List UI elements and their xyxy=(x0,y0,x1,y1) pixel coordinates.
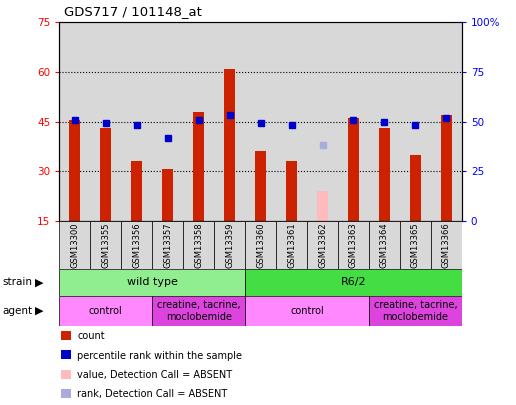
Text: ▶: ▶ xyxy=(35,306,43,316)
Bar xyxy=(61,331,71,340)
Bar xyxy=(317,191,328,221)
Text: GSM13360: GSM13360 xyxy=(256,222,265,268)
Bar xyxy=(152,221,183,269)
Bar xyxy=(194,112,204,221)
Bar xyxy=(152,22,183,221)
Bar xyxy=(61,389,71,398)
Text: GSM13363: GSM13363 xyxy=(349,222,358,268)
Text: agent: agent xyxy=(3,306,33,316)
Text: GSM13366: GSM13366 xyxy=(442,222,451,268)
Bar xyxy=(379,128,390,221)
Bar xyxy=(245,269,462,296)
Text: GDS717 / 101148_at: GDS717 / 101148_at xyxy=(64,5,202,18)
Text: R6/2: R6/2 xyxy=(341,277,366,288)
Text: strain: strain xyxy=(3,277,33,288)
Bar xyxy=(338,22,369,221)
Bar xyxy=(61,370,71,379)
Bar xyxy=(307,221,338,269)
Text: GSM13365: GSM13365 xyxy=(411,222,420,268)
Bar xyxy=(400,221,431,269)
Bar xyxy=(183,22,214,221)
Bar xyxy=(121,221,152,269)
Bar xyxy=(90,22,121,221)
Text: GSM13364: GSM13364 xyxy=(380,222,389,268)
Bar xyxy=(59,269,245,296)
Text: creatine, tacrine,
moclobemide: creatine, tacrine, moclobemide xyxy=(157,300,240,322)
Bar xyxy=(338,221,369,269)
Text: control: control xyxy=(89,306,123,316)
Text: GSM13300: GSM13300 xyxy=(70,222,79,268)
Bar xyxy=(245,221,276,269)
Text: control: control xyxy=(290,306,324,316)
Text: GSM13361: GSM13361 xyxy=(287,222,296,268)
Bar xyxy=(245,22,276,221)
Text: creatine, tacrine,
moclobemide: creatine, tacrine, moclobemide xyxy=(374,300,457,322)
Bar xyxy=(61,350,71,359)
Bar xyxy=(59,221,90,269)
Bar xyxy=(131,161,142,221)
Text: GSM13358: GSM13358 xyxy=(194,222,203,268)
Text: value, Detection Call = ABSENT: value, Detection Call = ABSENT xyxy=(77,370,233,380)
Text: GSM13355: GSM13355 xyxy=(101,222,110,268)
Bar xyxy=(307,22,338,221)
Bar xyxy=(121,22,152,221)
Bar xyxy=(286,161,297,221)
Bar xyxy=(214,22,245,221)
Bar xyxy=(152,296,245,326)
Bar xyxy=(369,22,400,221)
Text: GSM13357: GSM13357 xyxy=(163,222,172,268)
Bar xyxy=(183,221,214,269)
Bar xyxy=(431,221,462,269)
Text: wild type: wild type xyxy=(127,277,178,288)
Bar xyxy=(276,22,307,221)
Bar xyxy=(224,68,235,221)
Bar xyxy=(255,151,266,221)
Bar xyxy=(69,120,80,221)
Bar xyxy=(163,169,173,221)
Bar xyxy=(245,296,369,326)
Text: ▶: ▶ xyxy=(35,277,43,288)
Bar xyxy=(400,22,431,221)
Bar xyxy=(369,296,462,326)
Bar xyxy=(90,221,121,269)
Text: rank, Detection Call = ABSENT: rank, Detection Call = ABSENT xyxy=(77,390,228,399)
Bar xyxy=(410,155,421,221)
Bar xyxy=(100,128,111,221)
Text: GSM13359: GSM13359 xyxy=(225,222,234,268)
Bar xyxy=(276,221,307,269)
Bar xyxy=(59,296,152,326)
Text: GSM13362: GSM13362 xyxy=(318,222,327,268)
Bar xyxy=(214,221,245,269)
Bar xyxy=(441,115,452,221)
Bar xyxy=(59,22,90,221)
Bar xyxy=(369,221,400,269)
Text: count: count xyxy=(77,331,105,341)
Bar xyxy=(431,22,462,221)
Bar xyxy=(348,118,359,221)
Text: GSM13356: GSM13356 xyxy=(132,222,141,268)
Text: percentile rank within the sample: percentile rank within the sample xyxy=(77,351,243,360)
